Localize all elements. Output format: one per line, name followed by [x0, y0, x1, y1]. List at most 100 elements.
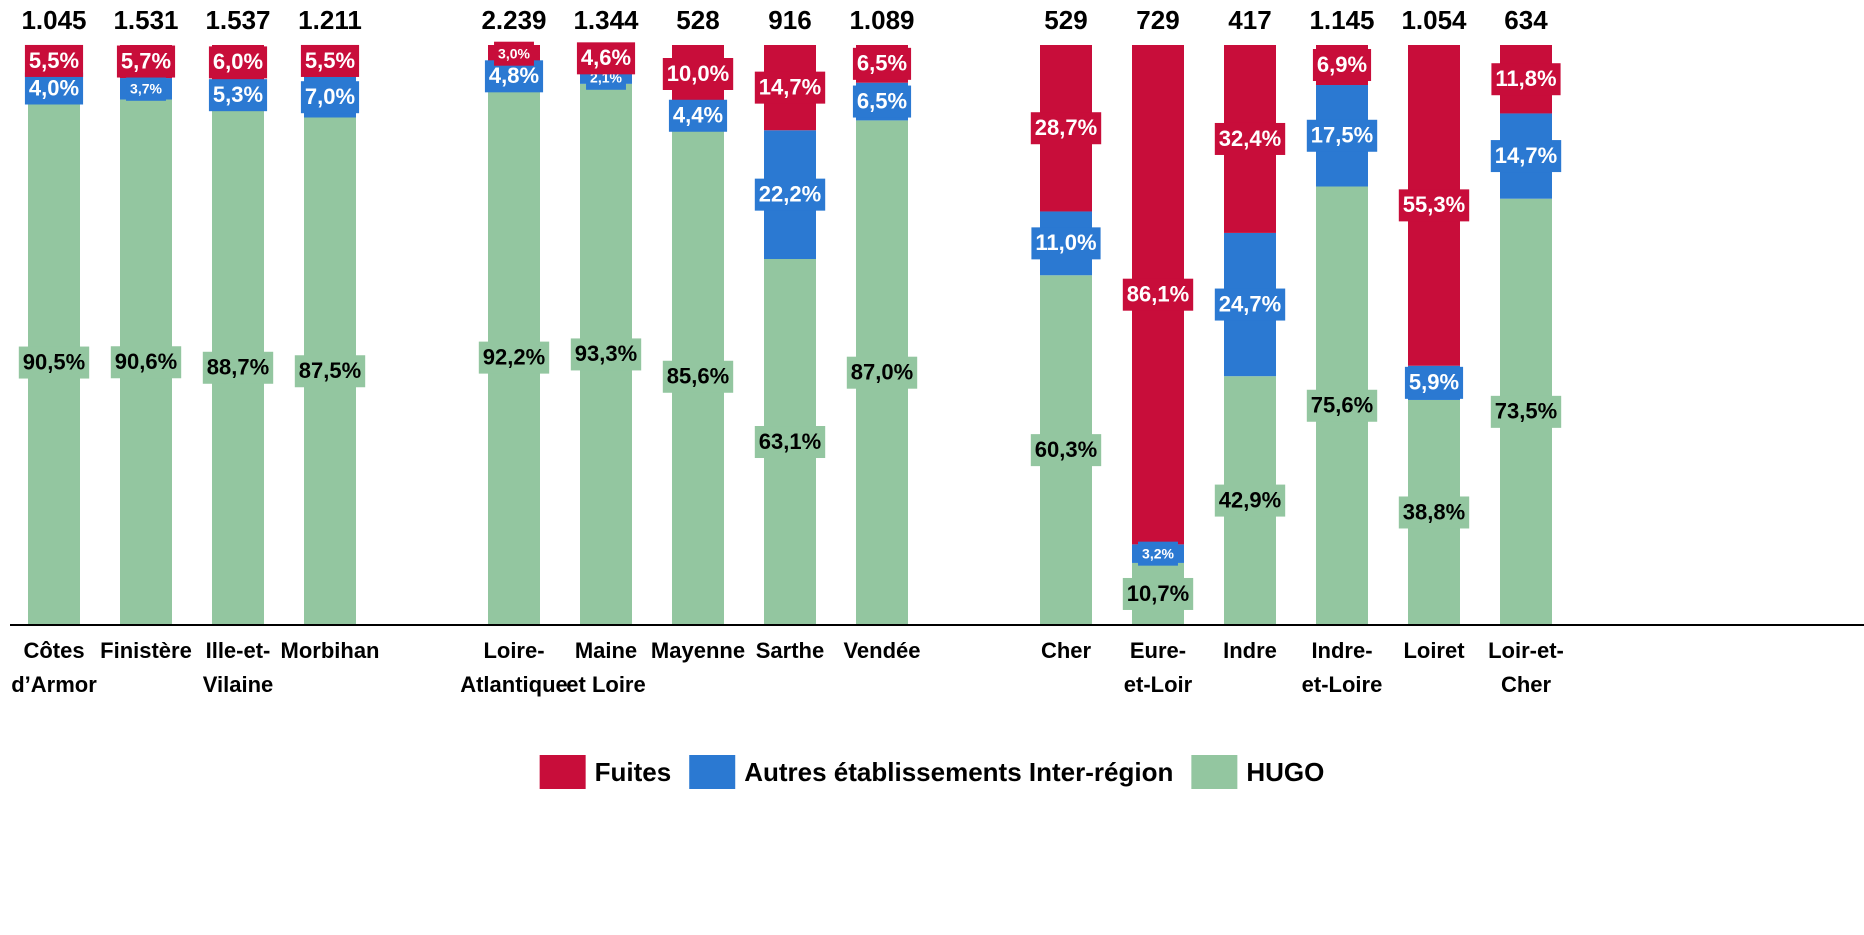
data-label-group: 55,3%: [1398, 189, 1470, 222]
data-label-box: [1122, 577, 1194, 610]
data-label-box: [1491, 63, 1561, 96]
data-label-group: 63,1%: [754, 426, 826, 459]
legend-swatch: [689, 755, 736, 789]
data-label: 10,0%: [667, 61, 729, 86]
data-label-box: [662, 58, 734, 90]
data-label-group: 5,7%: [116, 45, 176, 78]
legend-swatch: [1191, 755, 1238, 789]
x-tick-label: et Loire: [566, 672, 645, 697]
total-label: 2.239: [481, 5, 546, 35]
x-tick-label: Mayenne: [651, 638, 745, 663]
data-label-box: [754, 426, 826, 459]
x-tick-label: Morbihan: [281, 638, 380, 663]
data-label-group: 88,7%: [202, 351, 274, 384]
data-label: 17,5%: [1311, 123, 1373, 148]
total-label: 1.045: [21, 5, 86, 35]
total-label: 529: [1044, 5, 1087, 35]
data-label: 32,4%: [1219, 126, 1281, 151]
data-label: 4,0%: [29, 75, 79, 100]
data-label-group: 4,0%: [24, 72, 84, 105]
data-label-box: [1138, 541, 1178, 566]
data-label-box: [1490, 140, 1562, 173]
data-label-group: 6,9%: [1312, 49, 1372, 82]
legend-label: HUGO: [1246, 757, 1324, 787]
data-label: 24,7%: [1219, 291, 1281, 316]
data-label: 85,6%: [667, 364, 729, 389]
data-label: 4,6%: [581, 45, 631, 70]
data-label: 5,5%: [29, 48, 79, 73]
total-label: 1.145: [1309, 5, 1374, 35]
data-label-box: [208, 46, 268, 79]
data-label: 7,0%: [305, 84, 355, 109]
data-label-box: [1030, 434, 1102, 467]
total-label: 634: [1504, 5, 1548, 35]
data-label-box: [668, 99, 728, 132]
data-label: 3,7%: [130, 80, 162, 96]
data-label-box: [116, 45, 176, 78]
data-label: 14,7%: [759, 74, 821, 99]
data-label: 22,2%: [759, 181, 821, 206]
x-tick-label: Vilaine: [203, 672, 274, 697]
data-label-box: [1031, 227, 1101, 260]
data-label-group: 5,3%: [208, 79, 268, 112]
data-label-group: 11,8%: [1491, 63, 1561, 96]
data-label-group: 11,0%: [1031, 227, 1101, 260]
data-label-group: 14,7%: [754, 71, 826, 104]
data-label-group: 3,0%: [494, 41, 534, 66]
data-label-group: 7,0%: [300, 81, 360, 114]
total-label: 1.537: [205, 5, 270, 35]
data-label: 4,8%: [489, 63, 539, 88]
legend-item: Fuites: [539, 755, 672, 789]
data-label-group: 32,4%: [1214, 122, 1286, 155]
x-tick-label: Vendée: [843, 638, 920, 663]
data-label: 38,8%: [1403, 499, 1465, 524]
data-label-box: [202, 351, 274, 384]
data-label: 63,1%: [759, 429, 821, 454]
x-tick-label: Cher: [1501, 672, 1552, 697]
data-label-group: 3,2%: [1138, 541, 1178, 566]
data-label: 93,3%: [575, 341, 637, 366]
data-label: 88,7%: [207, 355, 269, 380]
data-label-box: [1490, 395, 1562, 428]
data-label-group: 90,5%: [18, 346, 90, 379]
legend-label: Fuites: [595, 757, 672, 787]
data-label-group: 92,2%: [478, 341, 550, 374]
data-label: 5,5%: [305, 48, 355, 73]
data-label: 90,5%: [23, 349, 85, 374]
data-label-box: [1214, 288, 1286, 321]
data-label-group: 85,6%: [662, 360, 734, 393]
data-label-box: [852, 85, 912, 118]
data-label-group: 6,5%: [852, 85, 912, 118]
data-label-group: 73,5%: [1490, 395, 1562, 428]
x-tick-label: Loir-et-: [1488, 638, 1564, 663]
data-label-group: 28,7%: [1030, 112, 1102, 145]
data-label-box: [662, 360, 734, 393]
data-label-box: [846, 356, 918, 389]
data-label: 90,6%: [115, 349, 177, 374]
data-label: 11,0%: [1035, 230, 1096, 255]
x-tick-label: Loire-: [483, 638, 544, 663]
x-tick-label: Indre-: [1311, 638, 1372, 663]
data-label-box: [294, 355, 366, 388]
total-label: 1.054: [1401, 5, 1467, 35]
data-label-group: 4,6%: [576, 42, 636, 75]
data-label-box: [126, 76, 166, 101]
data-label-box: [1306, 389, 1378, 422]
data-label: 3,2%: [1142, 545, 1174, 561]
data-label: 5,9%: [1409, 370, 1459, 395]
data-label-box: [1122, 278, 1194, 311]
data-label-group: 10,7%: [1122, 577, 1194, 610]
legend-label: Autres établissements Inter-région: [744, 757, 1173, 787]
total-label: 729: [1136, 5, 1179, 35]
data-label-box: [570, 338, 642, 371]
data-label-box: [852, 47, 912, 80]
total-label: 417: [1228, 5, 1271, 35]
data-label-box: [1030, 112, 1102, 145]
data-label: 6,9%: [1317, 52, 1367, 77]
data-label: 86,1%: [1127, 282, 1189, 307]
data-label-box: [494, 41, 534, 66]
data-label-group: 6,5%: [852, 47, 912, 80]
data-label: 42,9%: [1219, 487, 1281, 512]
data-label-group: 93,3%: [570, 338, 642, 371]
